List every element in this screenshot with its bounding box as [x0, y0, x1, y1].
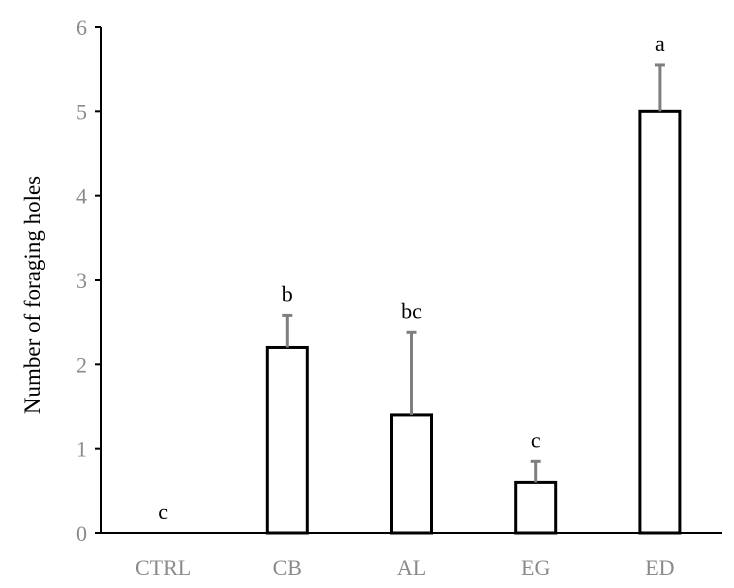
y-tick-label: 6: [76, 15, 87, 40]
y-axis-ticks: 0 1 2 3 4 5 6: [76, 15, 101, 546]
y-tick-label: 4: [76, 184, 87, 209]
bar-cb: [265, 345, 309, 535]
x-axis-tick-labels: CTRL CB AL EG ED: [135, 555, 675, 580]
y-tick-label: 5: [76, 99, 87, 124]
y-tick-label: 2: [76, 352, 87, 377]
bars: [265, 109, 682, 535]
y-tick-label: 1: [76, 437, 87, 462]
bar-ed: [638, 109, 682, 535]
significance-labels: c b bc c a: [158, 31, 665, 524]
x-tick-label-eg: EG: [521, 555, 550, 580]
y-tick-label: 3: [76, 268, 87, 293]
significance-label-ctrl: c: [158, 499, 168, 524]
x-tick-label-ctrl: CTRL: [135, 555, 191, 580]
x-tick-label-cb: CB: [273, 555, 302, 580]
significance-label-ed: a: [655, 31, 665, 56]
x-tick-label-ed: ED: [645, 555, 674, 580]
significance-label-eg: c: [531, 427, 541, 452]
x-tick-label-al: AL: [397, 555, 426, 580]
y-axis-title: Number of foraging holes: [20, 176, 45, 414]
bar-eg: [514, 480, 558, 535]
significance-label-al: bc: [401, 298, 422, 323]
bar-al: [390, 413, 433, 535]
error-bars: [282, 63, 665, 483]
y-tick-label: 0: [76, 521, 87, 546]
significance-label-cb: b: [282, 281, 293, 306]
